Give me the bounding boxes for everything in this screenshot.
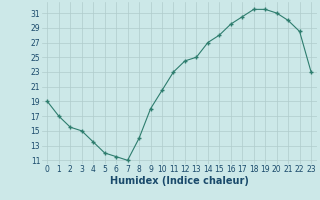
X-axis label: Humidex (Indice chaleur): Humidex (Indice chaleur) bbox=[110, 176, 249, 186]
